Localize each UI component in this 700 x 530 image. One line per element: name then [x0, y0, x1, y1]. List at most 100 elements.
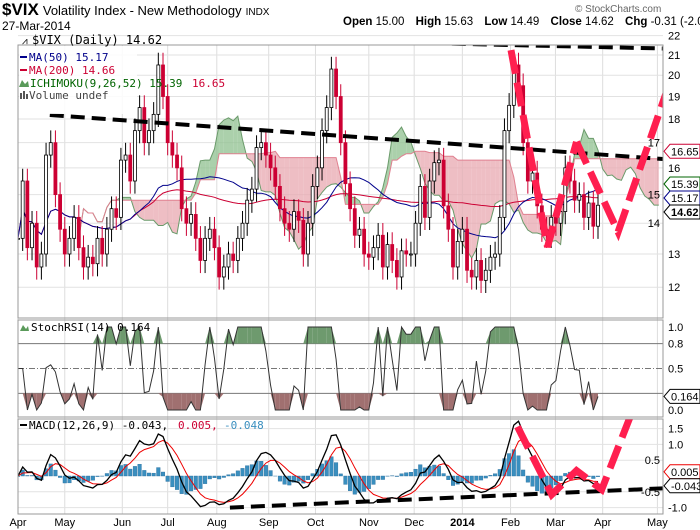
candle-body — [497, 216, 502, 255]
candle-body — [44, 154, 48, 255]
candle-body — [161, 64, 165, 97]
macd-histogram-bar — [455, 475, 460, 485]
x-tick-label: 2014 — [450, 517, 475, 529]
candle-body — [413, 222, 418, 255]
cloud-red — [481, 160, 486, 224]
stoch-oversold-fill — [186, 393, 192, 410]
macd-histogram-bar — [203, 475, 208, 484]
macd-histogram-bar — [160, 471, 165, 477]
macd-histogram-bar — [530, 475, 535, 487]
macd-histogram-bar — [231, 473, 236, 477]
stoch-oversold-fill — [527, 393, 533, 410]
legend-volume: Volume undef — [29, 89, 108, 102]
macd-histogram-bar — [474, 475, 479, 481]
macd-histogram-bar — [25, 475, 30, 477]
macd-histogram-bar — [329, 456, 334, 477]
cloud-red — [457, 160, 463, 244]
low-label: Low — [484, 16, 508, 28]
x-tick-label: Feb — [501, 517, 520, 529]
candle-body — [278, 185, 282, 210]
stoch-overbought-fill — [120, 327, 126, 344]
stoch-overbought-fill — [509, 327, 514, 344]
candle-body — [390, 244, 395, 261]
macd-histogram-bar — [334, 462, 339, 477]
candle-body — [128, 154, 133, 182]
ichimoku-a-tag — [663, 176, 700, 192]
candle-body — [268, 154, 273, 169]
candle-body — [455, 241, 460, 268]
cloud-green — [228, 117, 234, 154]
macd-histogram-bar — [371, 475, 376, 485]
ichimoku-b-tag — [663, 143, 700, 159]
stoch-oversold-fill — [83, 393, 89, 410]
cloud-red — [616, 158, 622, 181]
stochrsi-panel-frame — [17, 319, 664, 418]
macd-legend: MACD(12,26,9) -0.043, 0.005, -0.048 — [20, 419, 264, 432]
price-tick-label: 20 — [668, 70, 680, 82]
candle-body — [109, 208, 114, 230]
cloud-red — [336, 157, 341, 188]
candle-body — [437, 159, 441, 164]
high-label: High — [415, 16, 442, 28]
cloud-red — [153, 200, 159, 226]
candle-body — [81, 247, 86, 268]
candle-body — [165, 96, 170, 144]
cloud-red — [649, 158, 655, 206]
brand: © StockCharts.com — [575, 4, 662, 15]
candle-body — [119, 159, 123, 218]
candle-body — [446, 205, 451, 230]
macd-histogram-bar — [483, 475, 488, 479]
legend-stochrsi: StochRSI(14) 0.164 — [31, 321, 151, 334]
stoch-oversold-fill — [476, 393, 482, 395]
candle-body — [596, 204, 600, 227]
candle-body — [488, 256, 493, 271]
stoch-oversold-fill — [518, 393, 524, 394]
candle-body — [572, 180, 577, 201]
macd-histogram-bar — [165, 475, 170, 482]
candle-body — [451, 228, 455, 268]
cloud-red — [453, 156, 458, 230]
macd-histogram-bar — [207, 475, 212, 480]
x-tick-label: May — [647, 517, 668, 529]
macd-histogram-bar — [128, 468, 133, 477]
macd-histogram-bar — [142, 470, 147, 477]
cloud-red — [331, 157, 337, 185]
candle-body — [479, 260, 483, 281]
macd-histogram-bar — [348, 475, 353, 491]
cloud-red — [158, 200, 163, 226]
macd-histogram-bar — [404, 472, 409, 477]
macd-histogram-bar — [193, 475, 198, 490]
cloud-red — [602, 158, 608, 176]
candle-body — [324, 107, 329, 132]
stoch-overbought-fill — [387, 327, 393, 344]
stoch-oversold-fill — [181, 393, 187, 410]
macd-histogram-bar — [175, 475, 180, 490]
macd-histogram-bar — [366, 475, 371, 490]
macd-histogram-bar — [30, 475, 35, 477]
macd-tick-label: 1.0 — [668, 439, 683, 451]
candle-body — [493, 253, 497, 258]
macd-histogram-bar — [132, 466, 137, 477]
stoch-oversold-fill — [78, 393, 84, 410]
legend-macd-hist: -0.048 — [224, 419, 264, 432]
stoch-overbought-fill — [410, 327, 416, 344]
candle-body — [343, 142, 348, 185]
candle-body — [582, 194, 586, 218]
macd-histogram-bar — [48, 463, 53, 477]
stoch-tick-label: 0.5 — [668, 364, 683, 376]
candle-body — [292, 211, 296, 230]
stoch-overbought-fill — [134, 327, 140, 344]
trendline-red — [573, 91, 663, 242]
stoch-oversold-fill — [214, 393, 220, 399]
macd-histogram-bar — [198, 475, 203, 489]
cloud-red — [490, 160, 496, 221]
stoch-oversold-fill — [541, 393, 547, 410]
cloud-green — [223, 117, 229, 154]
stoch-overbought-fill — [251, 327, 257, 344]
cloud-green — [195, 160, 201, 194]
price-tick-label: 17 — [648, 138, 660, 150]
stoch-overbought-fill — [209, 327, 215, 344]
candle-body — [198, 237, 203, 261]
candle-body — [67, 237, 72, 255]
macd-histogram-bar — [441, 473, 446, 477]
